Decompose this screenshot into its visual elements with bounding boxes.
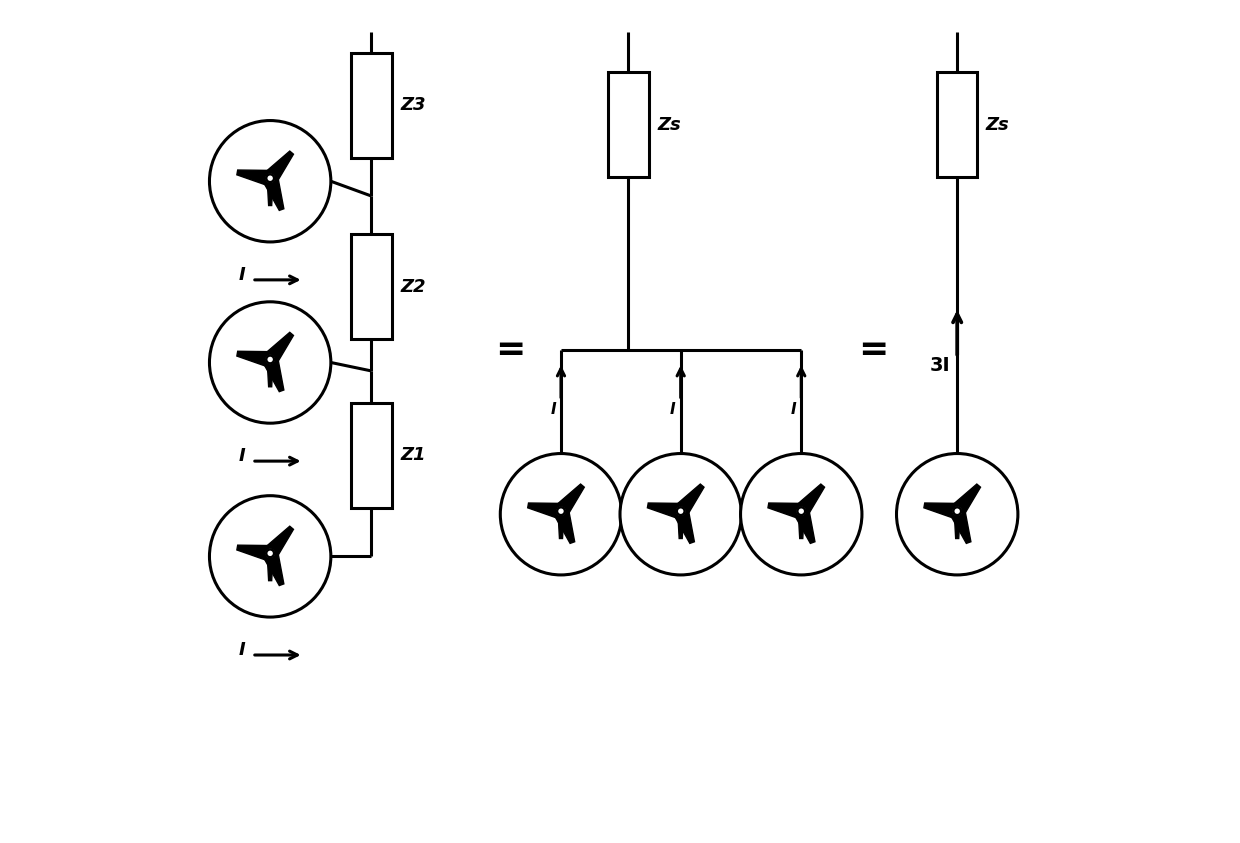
Polygon shape xyxy=(558,511,564,539)
Circle shape xyxy=(557,507,565,515)
Polygon shape xyxy=(263,175,284,211)
Bar xyxy=(608,72,649,177)
Polygon shape xyxy=(924,503,959,519)
Circle shape xyxy=(267,356,274,363)
Text: =: = xyxy=(858,333,888,367)
Polygon shape xyxy=(794,508,815,544)
Text: Z2: Z2 xyxy=(401,277,425,296)
Text: Z3: Z3 xyxy=(401,96,425,115)
Polygon shape xyxy=(675,484,704,516)
Circle shape xyxy=(740,454,862,575)
Circle shape xyxy=(897,454,1018,575)
Circle shape xyxy=(677,507,684,515)
Polygon shape xyxy=(237,545,272,561)
Bar xyxy=(351,52,392,158)
Polygon shape xyxy=(267,553,273,581)
Circle shape xyxy=(954,507,961,515)
Polygon shape xyxy=(263,550,284,586)
Circle shape xyxy=(267,356,274,363)
Text: I: I xyxy=(791,402,796,417)
Circle shape xyxy=(267,175,274,182)
Text: =: = xyxy=(495,333,526,367)
Text: I: I xyxy=(670,402,676,417)
Polygon shape xyxy=(799,511,805,539)
Text: Zs: Zs xyxy=(657,115,681,134)
Polygon shape xyxy=(264,332,294,364)
Polygon shape xyxy=(267,178,273,206)
Polygon shape xyxy=(951,484,981,516)
Circle shape xyxy=(557,507,565,515)
Circle shape xyxy=(797,507,805,515)
Circle shape xyxy=(500,454,621,575)
Polygon shape xyxy=(673,508,694,544)
Polygon shape xyxy=(264,526,294,558)
Polygon shape xyxy=(556,484,584,516)
Text: Z1: Z1 xyxy=(401,446,425,464)
Circle shape xyxy=(954,507,961,515)
Polygon shape xyxy=(647,503,682,519)
Polygon shape xyxy=(768,503,802,519)
Polygon shape xyxy=(264,151,294,183)
Polygon shape xyxy=(553,508,574,544)
Circle shape xyxy=(677,507,684,515)
Polygon shape xyxy=(678,511,683,539)
Text: 3I: 3I xyxy=(930,356,950,375)
Polygon shape xyxy=(237,352,272,368)
Polygon shape xyxy=(950,508,971,544)
Circle shape xyxy=(210,302,331,423)
Circle shape xyxy=(267,550,274,557)
Polygon shape xyxy=(954,511,960,539)
Polygon shape xyxy=(267,359,273,387)
Text: I: I xyxy=(238,447,246,465)
Circle shape xyxy=(267,175,274,182)
Polygon shape xyxy=(528,503,563,519)
Bar xyxy=(351,234,392,339)
Text: I: I xyxy=(551,402,556,417)
Polygon shape xyxy=(263,357,284,392)
Text: Zs: Zs xyxy=(986,115,1009,134)
Text: I: I xyxy=(238,641,246,659)
Polygon shape xyxy=(237,170,272,186)
Circle shape xyxy=(797,507,805,515)
Circle shape xyxy=(210,496,331,617)
Circle shape xyxy=(267,550,274,557)
Circle shape xyxy=(620,454,742,575)
Text: I: I xyxy=(238,266,246,284)
Circle shape xyxy=(210,121,331,242)
Bar xyxy=(937,72,977,177)
Bar xyxy=(351,403,392,507)
Polygon shape xyxy=(795,484,825,516)
